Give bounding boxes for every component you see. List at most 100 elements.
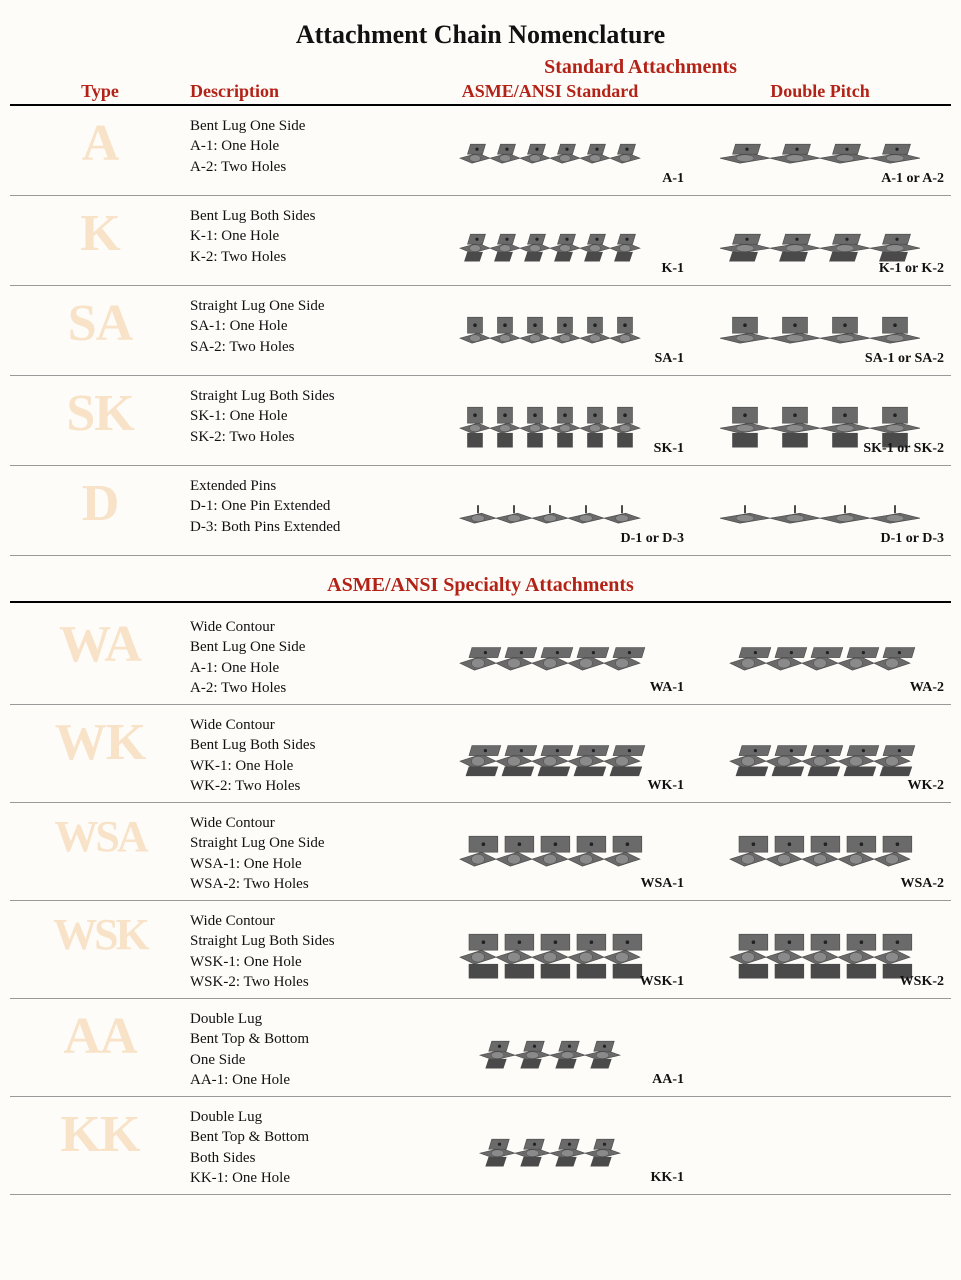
chain-image-variant: WSA-2 bbox=[690, 809, 950, 894]
image-caption: SK-1 bbox=[654, 441, 684, 457]
table-row: SKStraight Lug Both SidesSK-1: One HoleS… bbox=[10, 376, 951, 466]
description-cell: Wide ContourBent Lug Both SidesWK-1: One… bbox=[190, 711, 410, 796]
image-caption: A-1 bbox=[662, 171, 684, 187]
chain-image-doublepitch: SK-1 or SK-2 bbox=[690, 382, 950, 459]
image-caption: WSK-2 bbox=[900, 974, 944, 990]
image-caption: K-1 bbox=[661, 261, 684, 277]
description-line: A-1: One Hole bbox=[190, 136, 410, 156]
type-letter: AA bbox=[10, 1005, 190, 1090]
type-letter: D bbox=[10, 472, 190, 549]
description-cell: Bent Lug Both SidesK-1: One HoleK-2: Two… bbox=[190, 202, 410, 279]
description-line: AA-1: One Hole bbox=[190, 1070, 410, 1090]
chain-image-doublepitch: K-1 or K-2 bbox=[690, 202, 950, 279]
description-line: SA-2: Two Holes bbox=[190, 337, 410, 357]
chain-image-asme: WSA-1 bbox=[410, 809, 690, 894]
type-letter: K bbox=[10, 202, 190, 279]
description-cell: Wide ContourStraight Lug One SideWSA-1: … bbox=[190, 809, 410, 894]
description-line: Straight Lug One Side bbox=[190, 833, 410, 853]
type-letter: SK bbox=[10, 382, 190, 459]
image-caption: WK-1 bbox=[647, 778, 684, 794]
chain-image-asme: D-1 or D-3 bbox=[410, 472, 690, 549]
type-letter: WSA bbox=[10, 809, 190, 894]
type-letter: A bbox=[10, 112, 190, 189]
description-line: D-1: One Pin Extended bbox=[190, 496, 410, 516]
description-line: Wide Contour bbox=[190, 617, 410, 637]
description-line: Bent Lug One Side bbox=[190, 116, 410, 136]
description-line: A-2: Two Holes bbox=[190, 678, 410, 698]
chain-image-variant: WK-2 bbox=[690, 711, 950, 796]
description-line: Bent Top & Bottom bbox=[190, 1029, 410, 1049]
description-cell: Wide ContourBent Lug One SideA-1: One Ho… bbox=[190, 613, 410, 698]
description-line: Wide Contour bbox=[190, 715, 410, 735]
specialty-section: WAWide ContourBent Lug One SideA-1: One … bbox=[10, 607, 951, 1195]
description-cell: Wide ContourStraight Lug Both SidesWSK-1… bbox=[190, 907, 410, 992]
table-row: DExtended PinsD-1: One Pin ExtendedD-3: … bbox=[10, 466, 951, 556]
description-cell: Double LugBent Top & BottomOne SideAA-1:… bbox=[190, 1005, 410, 1090]
description-cell: Double LugBent Top & BottomBoth SidesKK-… bbox=[190, 1103, 410, 1188]
table-row: SAStraight Lug One SideSA-1: One HoleSA-… bbox=[10, 286, 951, 376]
description-line: Wide Contour bbox=[190, 813, 410, 833]
table-row: WAWide ContourBent Lug One SideA-1: One … bbox=[10, 607, 951, 705]
type-letter: WSK bbox=[10, 907, 190, 992]
description-line: SK-2: Two Holes bbox=[190, 427, 410, 447]
page-title: Attachment Chain Nomenclature bbox=[10, 20, 951, 50]
image-caption: A-1 or A-2 bbox=[881, 171, 944, 187]
chain-image-asme: A-1 bbox=[410, 112, 690, 189]
description-line: Wide Contour bbox=[190, 911, 410, 931]
description-line: KK-1: One Hole bbox=[190, 1168, 410, 1188]
type-letter: WK bbox=[10, 711, 190, 796]
table-row: KBent Lug Both SidesK-1: One HoleK-2: Tw… bbox=[10, 196, 951, 286]
image-caption: WA-2 bbox=[910, 680, 944, 696]
description-line: Straight Lug Both Sides bbox=[190, 931, 410, 951]
chain-image-doublepitch: SA-1 or SA-2 bbox=[690, 292, 950, 369]
super-header: Standard Attachments bbox=[330, 56, 951, 79]
description-line: K-1: One Hole bbox=[190, 226, 410, 246]
description-line: Straight Lug Both Sides bbox=[190, 386, 410, 406]
table-row: ABent Lug One SideA-1: One HoleA-2: Two … bbox=[10, 106, 951, 196]
section2-title: ASME/ANSI Specialty Attachments bbox=[10, 574, 951, 603]
table-row: WSAWide ContourStraight Lug One SideWSA-… bbox=[10, 803, 951, 901]
description-cell: Straight Lug Both SidesSK-1: One HoleSK-… bbox=[190, 382, 410, 459]
description-line: Bent Lug Both Sides bbox=[190, 735, 410, 755]
description-line: Bent Lug One Side bbox=[190, 637, 410, 657]
image-caption: WA-1 bbox=[650, 680, 684, 696]
image-caption: D-1 or D-3 bbox=[880, 531, 944, 547]
chain-image-asme: SK-1 bbox=[410, 382, 690, 459]
image-caption: KK-1 bbox=[651, 1170, 684, 1186]
description-line: Bent Lug Both Sides bbox=[190, 206, 410, 226]
header-description: Description bbox=[190, 81, 410, 102]
header-col2: Double Pitch bbox=[690, 81, 950, 102]
image-caption: WSA-1 bbox=[640, 876, 684, 892]
description-line: Straight Lug One Side bbox=[190, 296, 410, 316]
chain-image-asme: WSK-1 bbox=[410, 907, 690, 992]
header-type: Type bbox=[10, 81, 190, 102]
image-caption: AA-1 bbox=[652, 1072, 684, 1088]
table-row: AADouble LugBent Top & BottomOne SideAA-… bbox=[10, 999, 951, 1097]
description-line: Both Sides bbox=[190, 1148, 410, 1168]
description-cell: Extended PinsD-1: One Pin ExtendedD-3: B… bbox=[190, 472, 410, 549]
chain-image-variant: WSK-2 bbox=[690, 907, 950, 992]
description-line: WK-2: Two Holes bbox=[190, 776, 410, 796]
description-line: Double Lug bbox=[190, 1107, 410, 1127]
image-caption: K-1 or K-2 bbox=[879, 261, 944, 277]
chain-image-variant: WA-2 bbox=[690, 613, 950, 698]
chain-image-variant bbox=[690, 1103, 950, 1188]
chain-image-asme: K-1 bbox=[410, 202, 690, 279]
type-letter: WA bbox=[10, 613, 190, 698]
type-letter: SA bbox=[10, 292, 190, 369]
image-caption: WSA-2 bbox=[900, 876, 944, 892]
header-col1: ASME/ANSI Standard bbox=[410, 81, 690, 102]
table-row: KKDouble LugBent Top & BottomBoth SidesK… bbox=[10, 1097, 951, 1195]
description-line: D-3: Both Pins Extended bbox=[190, 517, 410, 537]
description-line: SA-1: One Hole bbox=[190, 316, 410, 336]
description-line: WSK-2: Two Holes bbox=[190, 972, 410, 992]
description-line: WSK-1: One Hole bbox=[190, 952, 410, 972]
table-row: WKWide ContourBent Lug Both SidesWK-1: O… bbox=[10, 705, 951, 803]
description-line: Double Lug bbox=[190, 1009, 410, 1029]
description-cell: Bent Lug One SideA-1: One HoleA-2: Two H… bbox=[190, 112, 410, 189]
description-line: Extended Pins bbox=[190, 476, 410, 496]
chain-image-asme: WK-1 bbox=[410, 711, 690, 796]
image-caption: SA-1 bbox=[654, 351, 684, 367]
description-line: WSA-2: Two Holes bbox=[190, 874, 410, 894]
chain-image-asme: AA-1 bbox=[410, 1005, 690, 1090]
